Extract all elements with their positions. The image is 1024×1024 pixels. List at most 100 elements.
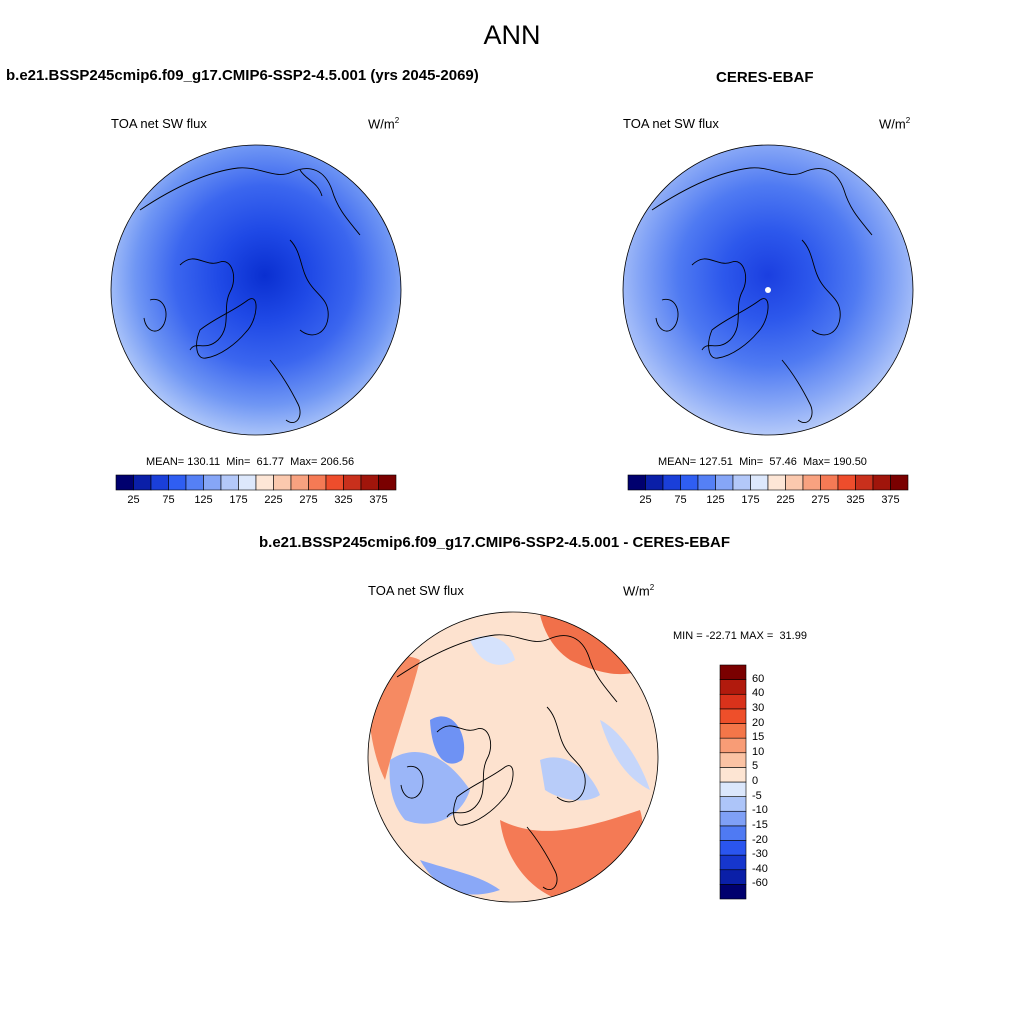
panel-2-colorbar-swatch [732,474,751,491]
panel-2-colorbar-tick-label: 125 [706,494,725,506]
panel-1-colorbar-tick-label: 225 [264,494,283,506]
panel-3-variable-label: TOA net SW flux [368,583,464,598]
panel-1-units: W/m2 [368,116,400,132]
panel-1-colorbar-tick-label: 275 [299,494,318,506]
panel-1-colorbar-swatch [168,474,187,491]
panel-2-colorbar-tick-label: 225 [776,494,795,506]
panel-2-colorbar-swatch [802,474,821,491]
panel-2-stats: MEAN= 127.51 Min= 57.46 Max= 190.50 [658,456,867,468]
panel-3-colorbar [719,664,747,900]
panel-3-colorbar-tick-label: -40 [752,862,768,875]
panel-2-variable-label: TOA net SW flux [623,116,719,131]
panel-2-colorbar-swatch [820,474,839,491]
panel-3-colorbar-tick-label: -10 [752,804,768,817]
panel-2-colorbar-swatch [890,474,909,491]
panel-3-colorbar-tick-label: 15 [752,731,765,744]
panel-3-colorbar-swatch [719,825,747,841]
panel-3-colorbar-swatch [719,708,747,724]
panel-1-colorbar-swatch [220,474,239,491]
panel-1-colorbar-tick-label: 375 [369,494,388,506]
panel-1-colorbar-swatch [133,474,152,491]
panel-2-coastlines [651,167,873,424]
panel-3-colorbar-swatch [719,723,747,739]
panel-1-colorbar-tick-label: 25 [127,494,140,506]
panel-1-colorbar-tick-label: 75 [162,494,175,506]
panel-3-colorbar-tick-label: -5 [752,789,762,802]
panel-1-colorbar-swatch [238,474,257,491]
panel-3-colorbar-tick-label: -15 [752,818,768,831]
panel-2-colorbar-swatch [785,474,804,491]
panel-3-colorbar-swatch [719,664,747,680]
panel-3-colorbar-tick-label: 10 [752,745,765,758]
panel-1-colorbar-swatch [290,474,309,491]
panel-2-colorbar-swatch [697,474,716,491]
panel-3-colorbar-tick-label: 20 [752,716,765,729]
panel-1-colorbar-swatch [203,474,222,491]
panel-1-colorbar-swatch [343,474,362,491]
panel-3-colorbar-swatch [719,810,747,827]
panel-3-units: W/m2 [623,583,655,599]
panel-3-colorbar-tick-label: 5 [752,760,759,773]
panel-1-colorbar-swatch [378,474,397,491]
panel-3-colorbar-tick-label: -30 [752,848,768,861]
panel-3-colorbar-tick-label: 40 [752,687,765,700]
panel-3-stats: MIN = -22.71 MAX = 31.99 [673,630,807,642]
panel-1-title: b.e21.BSSP245cmip6.f09_g17.CMIP6-SSP2-4.… [6,67,479,84]
panel-2-colorbar-swatch [837,474,856,491]
panel-2-colorbar-tick-label: 175 [741,494,760,506]
panel-1-colorbar-swatch [150,474,169,491]
panel-1-colorbar-tick-label: 175 [229,494,248,506]
panel-1-colorbar-swatch [255,474,274,491]
panel-2-colorbar-tick-label: 75 [674,494,687,506]
panel-2-map [622,144,914,436]
panel-1-colorbar-tick-label: 125 [194,494,213,506]
panel-2-colorbar-tick-label: 325 [846,494,865,506]
panel-3-colorbar-tick-label: -60 [752,877,768,890]
panel-2-units: W/m2 [879,116,911,132]
panel-1-colorbar-tick-label: 325 [334,494,353,506]
panel-3-colorbar-swatch [719,767,747,783]
panel-2-colorbar-swatch [767,474,786,491]
panel-2-colorbar-swatch [662,474,681,491]
panel-1-colorbar-swatch [308,474,327,491]
panel-3-title: b.e21.BSSP245cmip6.f09_g17.CMIP6-SSP2-4.… [259,534,731,551]
panel-3-coastlines [396,634,618,891]
panel-3-colorbar-tick-label: 0 [752,775,759,787]
panel-3-colorbar-swatch [719,781,747,797]
panel-2-colorbar [627,474,909,491]
panel-1-colorbar-swatch [185,474,204,491]
figure-title: ANN [483,20,541,50]
panel-2-colorbar-swatch [645,474,664,491]
panel-3-colorbar-swatch [719,869,747,885]
panel-1-colorbar-swatch [273,474,292,491]
panel-2-colorbar-tick-label: 275 [811,494,830,506]
panel-2-colorbar-swatch [750,474,769,491]
panel-3-colorbar-tick-label: 60 [752,672,765,685]
panel-2-colorbar-tick-label: 375 [881,494,900,506]
panel-1-map [110,144,402,436]
panel-3-colorbar-swatch [719,737,747,754]
panel-1-colorbar [115,474,397,491]
panel-3-colorbar-swatch [719,796,747,812]
panel-3-colorbar-swatch [719,752,747,768]
panel-3-map [367,611,659,903]
panel-3-colorbar-swatch [719,884,747,900]
panel-2-colorbar-swatch [872,474,891,491]
panel-2-colorbar-swatch [855,474,874,491]
panel-3-colorbar-tick-label: 30 [752,701,765,714]
panel-1-colorbar-swatch [115,474,134,491]
panel-1-coastlines [139,167,361,424]
panel-2-colorbar-swatch [715,474,734,491]
panel-3-colorbar-swatch [719,679,747,695]
panel-3-colorbar-tick-label: -20 [752,833,768,846]
panel-3-colorbar-swatch [719,840,747,856]
panel-1-variable-label: TOA net SW flux [111,116,207,131]
panel-1-colorbar-swatch [325,474,344,491]
panel-3-colorbar-swatch [719,854,747,871]
panel-2-colorbar-swatch [627,474,646,491]
panel-1-colorbar-swatch [360,474,379,491]
panel-3-colorbar-swatch [719,693,747,710]
panel-2-colorbar-tick-label: 25 [639,494,652,506]
panel-1-stats: MEAN= 130.11 Min= 61.77 Max= 206.56 [146,456,355,468]
